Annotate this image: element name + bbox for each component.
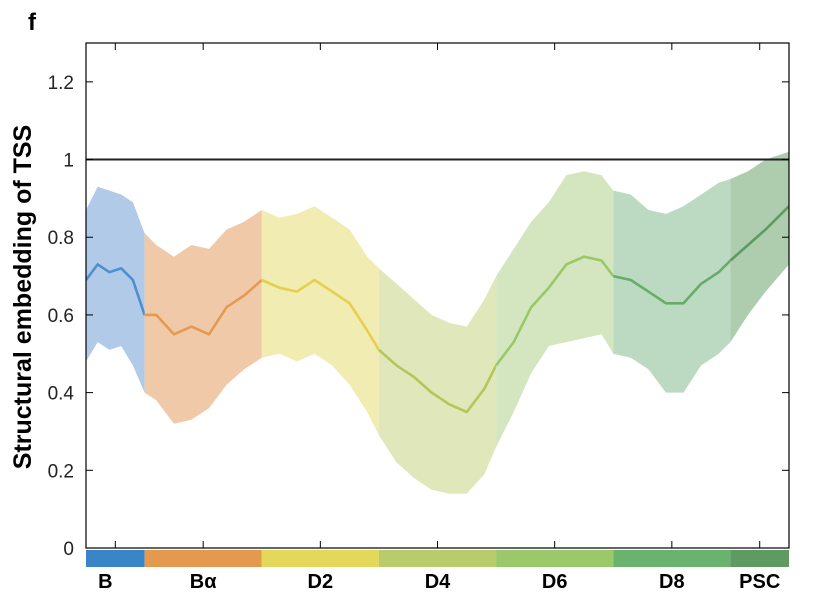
plot-area: [85, 42, 790, 549]
confidence-band-d4: [378, 268, 497, 494]
y-axis-label: Structural embedding of TSS: [9, 125, 37, 469]
stage-label-d6: D6: [542, 571, 568, 593]
stage-bar-d6: [496, 550, 614, 567]
y-tick-label: 0.2: [48, 461, 74, 482]
stage-bar-d2: [261, 550, 379, 567]
stage-color-bar: [86, 550, 789, 567]
stage-labels: B Bα D2 D4 D6 D8 PSC: [98, 571, 780, 593]
y-tick-label: 0: [63, 539, 74, 560]
mean-line-d2: [261, 278, 381, 351]
stage-label-d4: D4: [425, 571, 451, 593]
stage-label-d2: D2: [308, 571, 334, 593]
confidence-band-d2: [261, 206, 379, 436]
stage-bar-bα: [144, 550, 262, 567]
mean-line-b: [86, 263, 146, 316]
confidence-band-bα: [144, 210, 262, 424]
stage-bar-d8: [613, 550, 731, 567]
confidence-band-psc: [730, 151, 789, 343]
mean-line-d6: [495, 255, 615, 367]
stage-label-b: B: [98, 571, 112, 593]
stage-bar-b: [86, 550, 145, 567]
mean-line-d8: [613, 259, 732, 305]
stage-label-psc: PSC: [739, 571, 780, 593]
mean-line-psc: [729, 205, 789, 262]
stage-label-d8: D8: [659, 571, 685, 593]
y-tick-label: 1.2: [48, 73, 74, 94]
y-tick-label: 0.8: [48, 228, 74, 249]
confidence-band-d8: [613, 179, 731, 393]
mean-line-d4: [378, 348, 498, 414]
mean-line-bα: [144, 279, 263, 336]
stage-bar-d4: [378, 550, 497, 567]
stage-label-bα: Bα: [190, 571, 217, 593]
panel-letter: f: [28, 9, 37, 36]
y-tick-label: 1: [63, 151, 74, 172]
y-tick-label: 0.6: [48, 306, 74, 327]
y-tick-label: 0.4: [48, 384, 75, 405]
confidence-band-b: [86, 186, 145, 393]
stage-bar-psc: [730, 550, 789, 567]
confidence-band-d6: [496, 171, 614, 447]
y-axis-ticks: 0 0.2 0.4 0.6 0.8 1 1.2: [48, 43, 789, 560]
